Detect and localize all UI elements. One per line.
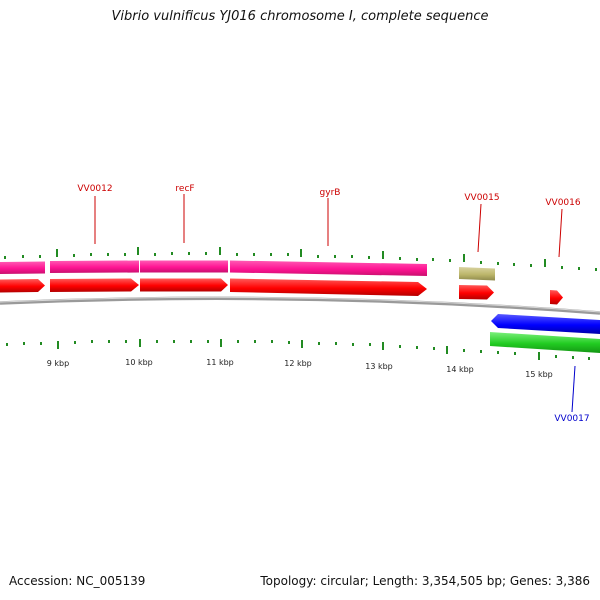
gene-label[interactable]: gyrB	[320, 188, 341, 198]
tick-label: 10 kbp	[125, 358, 153, 367]
cds-arrow[interactable]	[50, 278, 139, 293]
accession-label: Accession:	[9, 574, 73, 588]
gene-label[interactable]: VV0017	[554, 414, 589, 424]
gene-label[interactable]: VV0012	[77, 184, 112, 194]
tick-label: 14 kbp	[446, 365, 474, 374]
misc-feature[interactable]	[459, 267, 495, 281]
tick-label: 15 kbp	[525, 370, 553, 379]
tick-label: 9 kbp	[47, 359, 69, 368]
scale-labels: 9 kbp 10 kbp 11 kbp 12 kbp 13 kbp 14 kbp…	[47, 358, 553, 379]
tick-label: 13 kbp	[365, 362, 393, 371]
lower-tick-marks	[6, 339, 590, 360]
gene-label[interactable]: recF	[175, 184, 194, 194]
backbone-line	[0, 296, 600, 315]
cds-arrow[interactable]	[0, 279, 45, 293]
forward-cds-track	[0, 278, 563, 305]
cds-arrow[interactable]	[230, 278, 427, 297]
reverse-gene-feature[interactable]	[490, 332, 600, 353]
gene-label[interactable]: VV0015	[464, 193, 499, 203]
backbone-highlight	[0, 296, 600, 313]
cds-arrow[interactable]	[550, 290, 563, 305]
accession-value: NC_005139	[76, 574, 146, 588]
gene-feature[interactable]	[140, 260, 228, 273]
gene-feature[interactable]	[0, 261, 45, 275]
sequence-metadata: Topology: circular; Length: 3,354,505 bp…	[260, 574, 590, 588]
gene-label[interactable]: VV0016	[545, 198, 580, 208]
gene-labels: VV0012 recF gyrB VV0015 VV0016 VV0017	[77, 184, 589, 424]
reverse-cds-arrow[interactable]	[491, 314, 600, 334]
upper-tick-marks	[4, 247, 597, 271]
gene-feature[interactable]	[50, 260, 139, 274]
cds-arrow[interactable]	[459, 285, 494, 300]
label-leaders	[94, 194, 576, 413]
map-title: Vibrio vulnificus YJ016 chromosome I, co…	[111, 9, 489, 24]
forward-gene-track	[0, 260, 495, 281]
tick-label: 12 kbp	[284, 359, 312, 368]
tick-label: 11 kbp	[206, 358, 234, 367]
accession-info: Accession: NC_005139	[9, 574, 145, 588]
cds-arrow[interactable]	[140, 278, 228, 292]
gene-feature[interactable]	[230, 260, 427, 277]
